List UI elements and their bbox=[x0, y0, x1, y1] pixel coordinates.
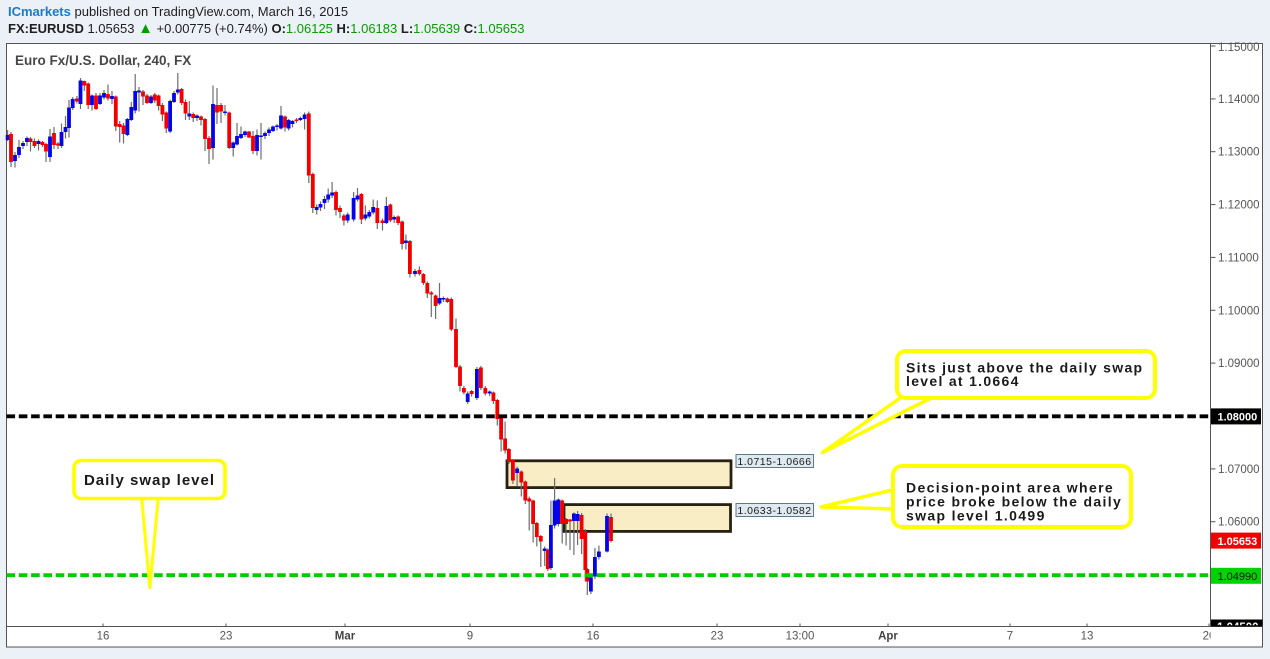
svg-text:Apr: Apr bbox=[878, 631, 898, 643]
svg-text:9: 9 bbox=[467, 631, 473, 643]
svg-text:swap level 1.0499: swap level 1.0499 bbox=[906, 508, 1046, 524]
svg-text:1.11000: 1.11000 bbox=[1218, 252, 1259, 264]
svg-text:1.04990: 1.04990 bbox=[1218, 571, 1258, 583]
svg-text:1.07000: 1.07000 bbox=[1218, 464, 1260, 476]
svg-text:price broke below the daily: price broke below the daily bbox=[906, 494, 1122, 510]
svg-text:1.04500: 1.04500 bbox=[1217, 622, 1259, 634]
svg-text:1.0633-1.0582: 1.0633-1.0582 bbox=[737, 505, 811, 517]
svg-text:Daily swap level: Daily swap level bbox=[84, 472, 215, 489]
svg-text:16: 16 bbox=[587, 631, 600, 643]
svg-text:Mar: Mar bbox=[335, 631, 356, 643]
svg-text:Euro Fx/U.S. Dollar, 240, FX: Euro Fx/U.S. Dollar, 240, FX bbox=[15, 53, 191, 68]
svg-text:1.13000: 1.13000 bbox=[1218, 147, 1260, 159]
svg-text:16: 16 bbox=[97, 631, 110, 643]
svg-text:7: 7 bbox=[1007, 631, 1013, 643]
svg-text:level at 1.0664: level at 1.0664 bbox=[906, 373, 1020, 389]
svg-text:13:00: 13:00 bbox=[786, 631, 815, 643]
svg-text:23: 23 bbox=[220, 631, 233, 643]
svg-text:Sits just above the daily swap: Sits just above the daily swap bbox=[906, 360, 1143, 376]
svg-text:13: 13 bbox=[1081, 631, 1094, 643]
svg-text:ICmarkets published on Trading: ICmarkets published on TradingView.com, … bbox=[8, 4, 348, 19]
svg-text:1.05653: 1.05653 bbox=[1218, 536, 1258, 548]
svg-text:1.0715-1.0666: 1.0715-1.0666 bbox=[737, 456, 811, 468]
svg-text:Decision-point area where: Decision-point area where bbox=[906, 480, 1114, 496]
svg-text:23: 23 bbox=[711, 631, 724, 643]
svg-text:1.10000: 1.10000 bbox=[1218, 305, 1260, 317]
svg-text:1.15000: 1.15000 bbox=[1218, 42, 1260, 54]
svg-text:FX:EURUSD 1.05653 ▲ +0.00775 (: FX:EURUSD 1.05653 ▲ +0.00775 (+0.74%) O:… bbox=[8, 20, 525, 37]
svg-text:20: 20 bbox=[1203, 631, 1216, 643]
svg-text:1.08000: 1.08000 bbox=[1218, 412, 1258, 424]
svg-text:1.06000: 1.06000 bbox=[1218, 517, 1260, 529]
svg-text:1.09000: 1.09000 bbox=[1218, 358, 1260, 370]
svg-text:1.12000: 1.12000 bbox=[1218, 200, 1260, 212]
svg-text:1.14000: 1.14000 bbox=[1218, 94, 1260, 106]
